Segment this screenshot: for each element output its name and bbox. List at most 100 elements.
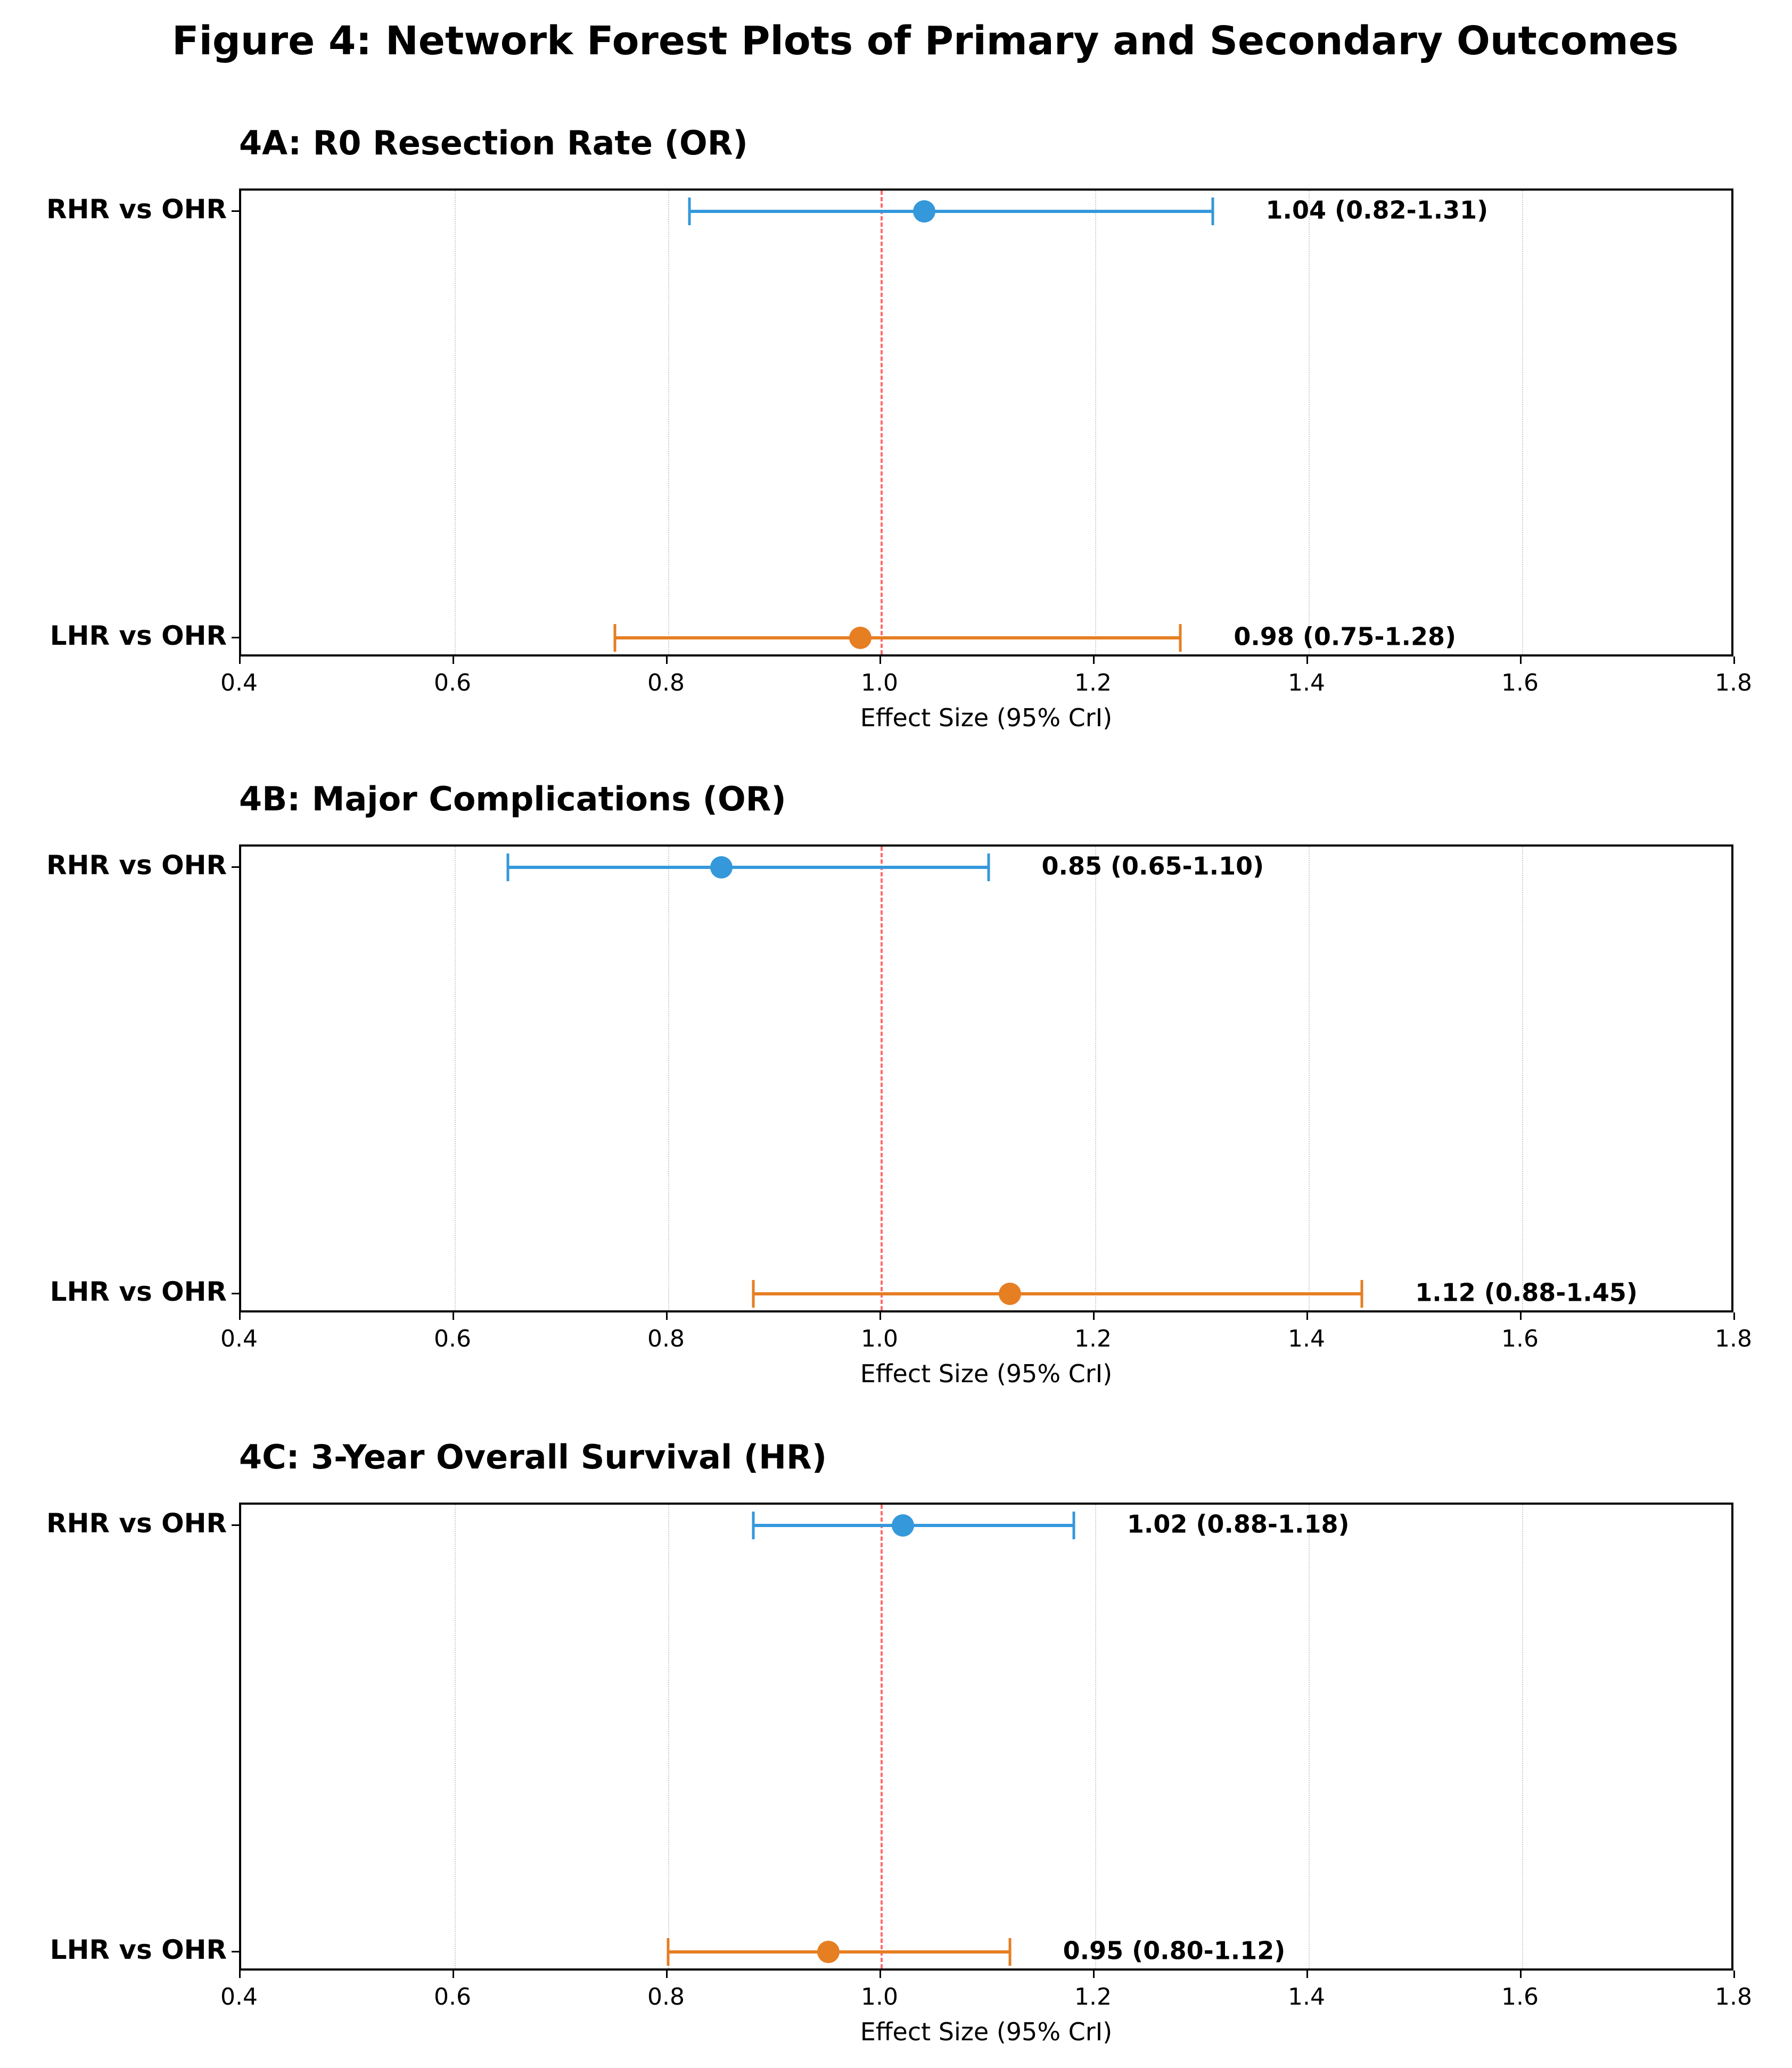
- gridline: [1522, 847, 1523, 1310]
- figure-title: Figure 4: Network Forest Plots of Primar…: [172, 18, 1679, 64]
- lhr-row-label: LHR vs OHR: [50, 1934, 227, 1965]
- x-tick-mark: [1520, 656, 1522, 664]
- gridline: [1309, 191, 1310, 654]
- x-tick-label: 1.2: [1074, 1983, 1112, 2010]
- gridline: [455, 847, 456, 1310]
- null-effect-reference-line: [881, 1505, 883, 1968]
- gridline: [1309, 847, 1310, 1310]
- x-tick-mark: [239, 656, 241, 664]
- panel-title: 4B: Major Complications (OR): [239, 779, 786, 818]
- x-tick-mark: [1093, 1312, 1095, 1320]
- x-tick-mark: [1306, 1312, 1308, 1320]
- x-tick-label: 1.0: [861, 669, 898, 696]
- gridline: [668, 847, 669, 1310]
- x-tick-mark: [879, 1312, 881, 1320]
- lhr-ci-cap-upper: [1360, 1280, 1363, 1308]
- x-tick-mark: [1733, 1312, 1735, 1320]
- gridline: [1095, 191, 1096, 654]
- rhr-estimate-annotation: 1.04 (0.82-1.31): [1265, 195, 1489, 225]
- x-tick-mark: [666, 656, 668, 664]
- x-tick-mark: [879, 656, 881, 664]
- gridline: [1095, 847, 1096, 1310]
- null-effect-reference-line: [881, 191, 883, 654]
- rhr-estimate-annotation: 0.85 (0.65-1.10): [1041, 851, 1264, 881]
- lhr-credible-interval: [614, 636, 1181, 639]
- x-tick-label: 1.4: [1288, 1983, 1325, 2010]
- x-tick-mark: [1306, 1971, 1308, 1978]
- x-tick-label: 0.6: [434, 1325, 471, 1352]
- x-tick-label: 1.4: [1288, 1325, 1325, 1352]
- rhr-point-estimate-marker: [710, 856, 733, 879]
- plot-area: 0.4 0.6 0.8 1.0 1.2 1.4 1.6 1.8 0.85 (0.65-1.10)…: [220, 844, 1752, 1352]
- x-tick-mark: [239, 1312, 241, 1320]
- x-tick-label: 0.4: [220, 1325, 258, 1352]
- x-tick-label: 0.4: [220, 669, 258, 696]
- x-tick-label: 1.8: [1715, 1983, 1752, 2010]
- lhr-ci-cap-lower: [667, 1938, 670, 1966]
- y-tick-mark: [232, 1524, 239, 1526]
- rhr-ci-cap-lower: [752, 1512, 755, 1539]
- gridline: [1309, 1505, 1310, 1968]
- lhr-credible-interval: [753, 1292, 1362, 1295]
- gridline: [668, 191, 669, 654]
- panel-title: 4A: R0 Resection Rate (OR): [239, 124, 748, 162]
- x-tick-label: 1.6: [1501, 1325, 1539, 1352]
- x-tick-label: 0.4: [220, 1983, 258, 2010]
- x-tick-mark: [1520, 1971, 1522, 1978]
- x-tick-label: 1.4: [1288, 669, 1325, 696]
- x-tick-label: 1.8: [1715, 669, 1752, 696]
- x-tick-label: 1.6: [1501, 669, 1539, 696]
- y-tick-mark: [232, 637, 239, 638]
- rhr-point-estimate-marker: [913, 200, 936, 223]
- panel-title: 4C: 3-Year Overall Survival (HR): [239, 1438, 827, 1476]
- gridline: [455, 191, 456, 654]
- lhr-row-label: LHR vs OHR: [50, 620, 227, 651]
- rhr-ci-cap-lower: [688, 198, 691, 225]
- rhr-row-label: RHR vs OHR: [46, 850, 227, 881]
- x-tick-mark: [1093, 1971, 1095, 1978]
- x-tick-label: 1.8: [1715, 1325, 1752, 1352]
- rhr-ci-cap-upper: [1072, 1512, 1075, 1539]
- x-tick-mark: [1733, 656, 1735, 664]
- x-tick-label: 1.0: [861, 1983, 898, 2010]
- x-tick-label: 0.8: [647, 1983, 685, 2010]
- lhr-ci-cap-upper: [1008, 1938, 1012, 1966]
- lhr-ci-cap-lower: [752, 1280, 755, 1308]
- x-tick-mark: [239, 1971, 241, 1978]
- gridline: [455, 1505, 456, 1968]
- gridline: [1522, 1505, 1523, 1968]
- rhr-ci-cap-upper: [987, 854, 990, 881]
- rhr-row-label: RHR vs OHR: [46, 194, 227, 225]
- x-tick-label: 0.8: [647, 1325, 685, 1352]
- y-tick-mark: [232, 210, 239, 212]
- rhr-credible-interval: [689, 210, 1213, 213]
- x-tick-mark: [1306, 656, 1308, 664]
- lhr-ci-cap-upper: [1179, 624, 1182, 652]
- lhr-ci-cap-lower: [613, 624, 616, 652]
- y-tick-mark: [232, 866, 239, 868]
- x-tick-mark: [453, 1971, 454, 1978]
- x-tick-mark: [1093, 656, 1095, 664]
- lhr-point-estimate-marker: [817, 1941, 840, 1963]
- x-tick-mark: [453, 1312, 454, 1320]
- x-axis-label: Effect Size (95% CrI): [860, 2017, 1113, 2046]
- y-tick-mark: [232, 1293, 239, 1294]
- lhr-point-estimate-marker: [998, 1283, 1021, 1305]
- rhr-ci-cap-upper: [1211, 198, 1214, 225]
- x-tick-label: 1.2: [1074, 1325, 1112, 1352]
- gridline: [668, 1505, 669, 1968]
- rhr-point-estimate-marker: [892, 1514, 915, 1537]
- x-tick-label: 0.6: [434, 1983, 471, 2010]
- rhr-row-label: RHR vs OHR: [46, 1508, 227, 1539]
- x-tick-label: 1.0: [861, 1325, 898, 1352]
- x-axis-label: Effect Size (95% CrI): [860, 1359, 1113, 1388]
- lhr-estimate-annotation: 1.12 (0.88-1.45): [1415, 1278, 1638, 1307]
- gridline: [1095, 1505, 1096, 1968]
- rhr-ci-cap-lower: [506, 854, 509, 881]
- plot-area: 0.4 0.6 0.8 1.0 1.2 1.4 1.6 1.8 1.04 (0.82-1.31)…: [220, 188, 1752, 696]
- y-tick-mark: [232, 1951, 239, 1952]
- x-tick-label: 1.6: [1501, 1983, 1539, 2010]
- x-tick-label: 1.2: [1074, 669, 1112, 696]
- x-tick-mark: [453, 656, 454, 664]
- x-tick-mark: [879, 1971, 881, 1978]
